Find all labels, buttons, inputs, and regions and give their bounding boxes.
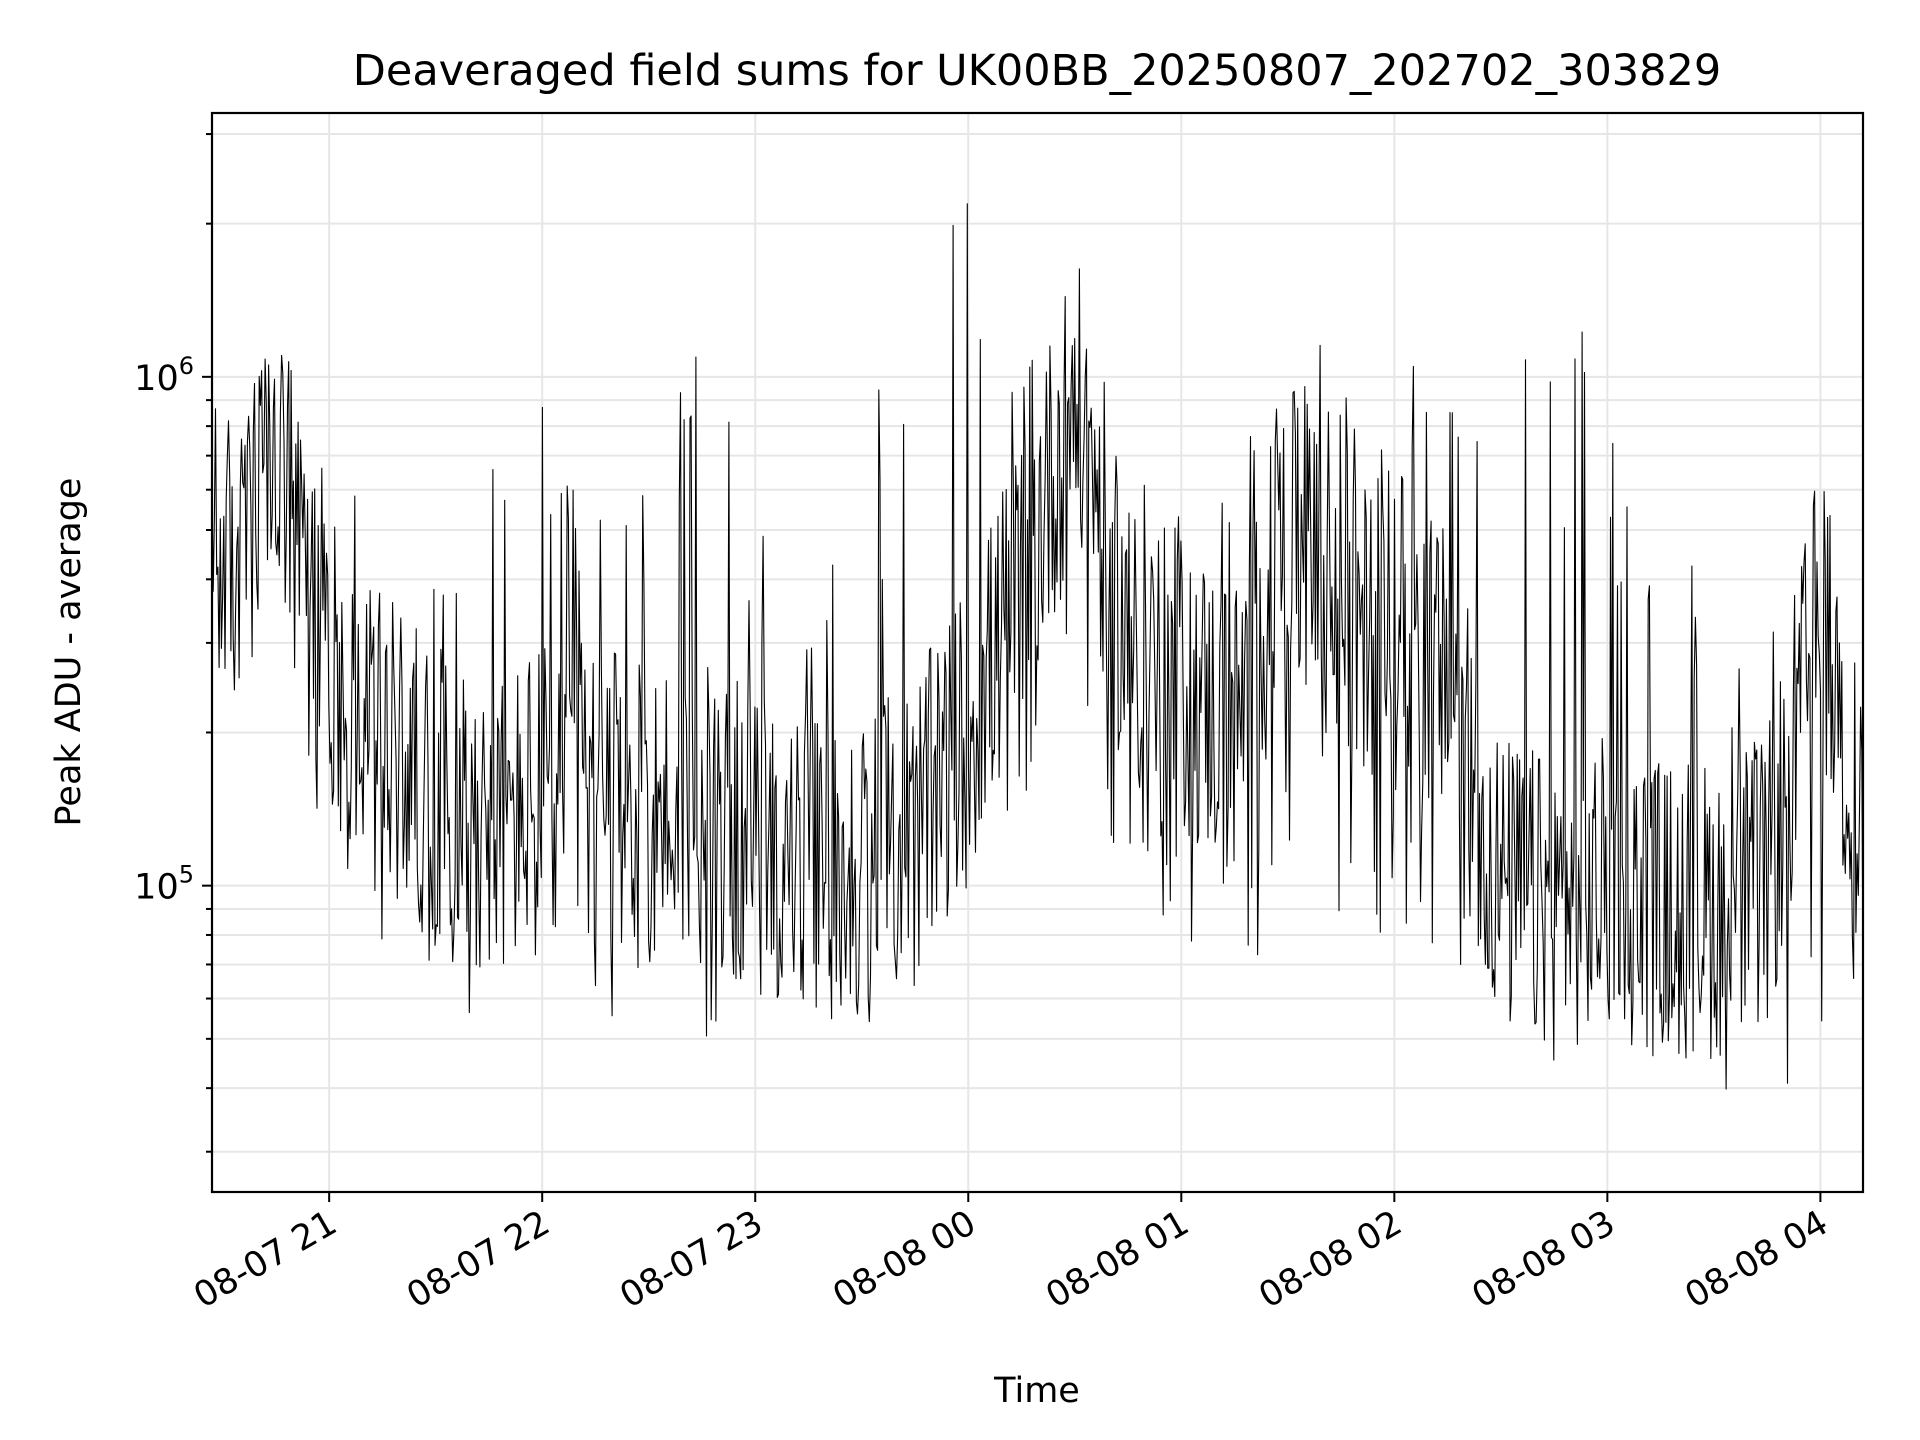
x-tick-label: 08-08 02 — [1253, 1203, 1409, 1316]
x-tick-label: 08-07 23 — [613, 1203, 769, 1316]
x-tick-label: 08-08 00 — [826, 1203, 982, 1316]
series-line — [211, 203, 1864, 1090]
series-layer — [211, 203, 1864, 1090]
x-tick-label: 08-07 21 — [187, 1203, 343, 1316]
x-tick-label: 08-07 22 — [400, 1203, 556, 1316]
x-tick-label: 08-08 03 — [1466, 1203, 1622, 1316]
x-axis-title: Time — [993, 1371, 1080, 1411]
chart-title: Deaveraged field sums for UK00BB_2025080… — [353, 46, 1721, 96]
y-axis-title: Peak ADU - average — [49, 478, 89, 827]
x-tick-label: 08-08 04 — [1679, 1203, 1835, 1316]
plot-frame — [210, 111, 1865, 1194]
y-tick-label: 105 — [134, 861, 194, 908]
grid-layer — [212, 113, 1863, 1192]
y-tick-label: 106 — [134, 352, 194, 399]
x-tick-label: 08-08 01 — [1040, 1203, 1196, 1316]
